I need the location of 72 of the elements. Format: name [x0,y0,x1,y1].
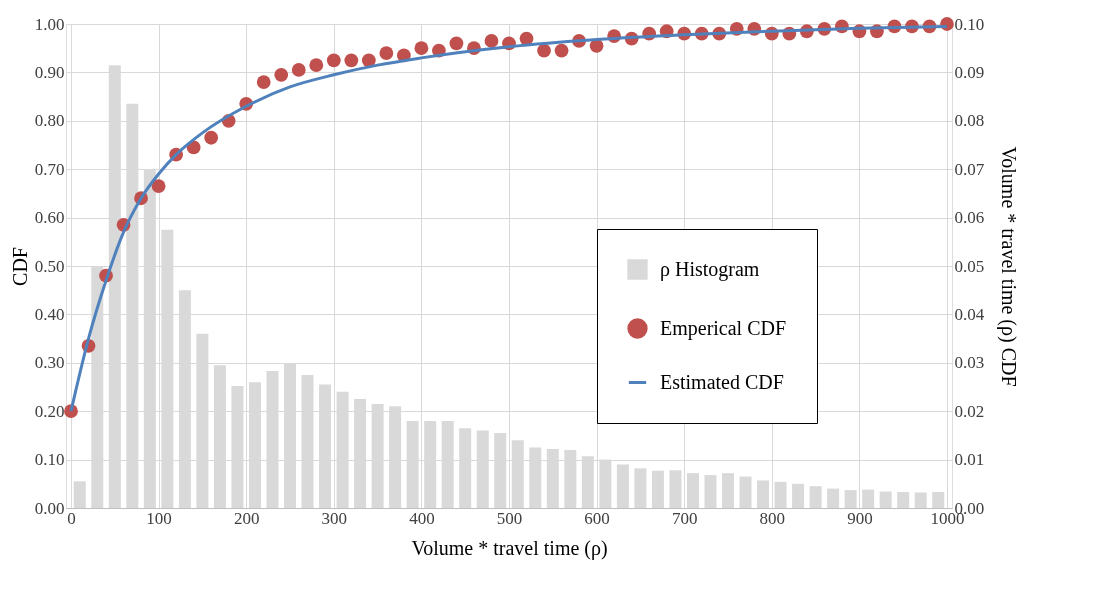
bar [634,468,647,508]
bar [651,470,664,508]
x-tick-label: 300 [321,508,348,528]
point [256,75,271,89]
x-tick-label: 500 [496,508,523,528]
y-tick-label: 0.70 [34,159,65,179]
y2-tick-label: 0.08 [954,111,985,131]
y2-tick-label: 0.01 [954,450,985,470]
x-tick-label: 900 [847,508,873,528]
x-tick-label: 400 [409,508,435,528]
bar [914,492,927,508]
y2-tick-label: 0.10 [954,14,985,34]
bar [932,492,945,508]
y-tick-label: 0.50 [34,256,65,276]
y-tick-label: 0.60 [34,208,65,228]
x-tick-label: 200 [233,508,260,528]
y-tick-label: 0.20 [34,401,65,421]
y-tick-label: 0.00 [34,498,65,518]
point [554,43,569,58]
x-tick-label: 0 [67,508,76,528]
y-tick-label: 0.10 [34,450,65,470]
point [326,53,341,68]
y-tick-label: 0.90 [34,62,65,82]
y2-tick-label: 0.03 [954,353,985,373]
y2-tick-label: 0.02 [954,401,985,421]
point [379,46,394,60]
point [309,58,324,73]
legend-label: Emperical CDF [660,316,787,340]
point [291,63,306,77]
x-axis-title: Volume * travel time (ρ) [411,536,608,560]
bar [686,473,699,508]
x-tick-label: 600 [584,508,610,528]
y-axis-title: CDF [8,247,31,286]
point [151,179,166,194]
bar [809,486,822,508]
bar [897,492,910,508]
bar [774,481,787,508]
bar [722,473,734,508]
y2-tick-label: 0.04 [954,304,985,324]
y2-tick-label: 0.07 [954,159,985,179]
point [537,43,551,58]
point [361,53,376,68]
y2-tick-label: 0.06 [954,208,985,228]
y-tick-label: 0.80 [34,111,65,131]
y-tick-label: 1.00 [34,14,65,34]
bar [844,490,857,508]
bar [827,488,840,508]
bar [704,475,717,508]
legend-label: Estimated CDF [660,370,784,393]
bar [616,464,629,508]
legend-label: ρ Histogram [660,257,760,281]
bar [757,480,770,508]
point [344,53,359,68]
x-tick-label: 800 [759,508,786,528]
point [414,41,429,56]
point [274,67,289,82]
bar [792,483,805,508]
bar [73,481,86,508]
y2-tick-label: 0.09 [954,62,985,82]
point [484,34,499,48]
x-tick-label: 700 [671,508,698,528]
point [204,130,219,145]
y2-axis-title: Volume * travel time (ρ) CDF [997,146,1021,387]
y-tick-label: 0.40 [34,304,65,324]
bar [739,476,752,508]
y-tick-label: 0.30 [34,353,65,373]
y2-tick-label: 0.05 [954,256,985,276]
x-tick-label: 100 [146,508,172,528]
point [449,36,464,51]
bar [862,489,875,508]
bar [669,470,682,508]
bar [879,491,892,508]
